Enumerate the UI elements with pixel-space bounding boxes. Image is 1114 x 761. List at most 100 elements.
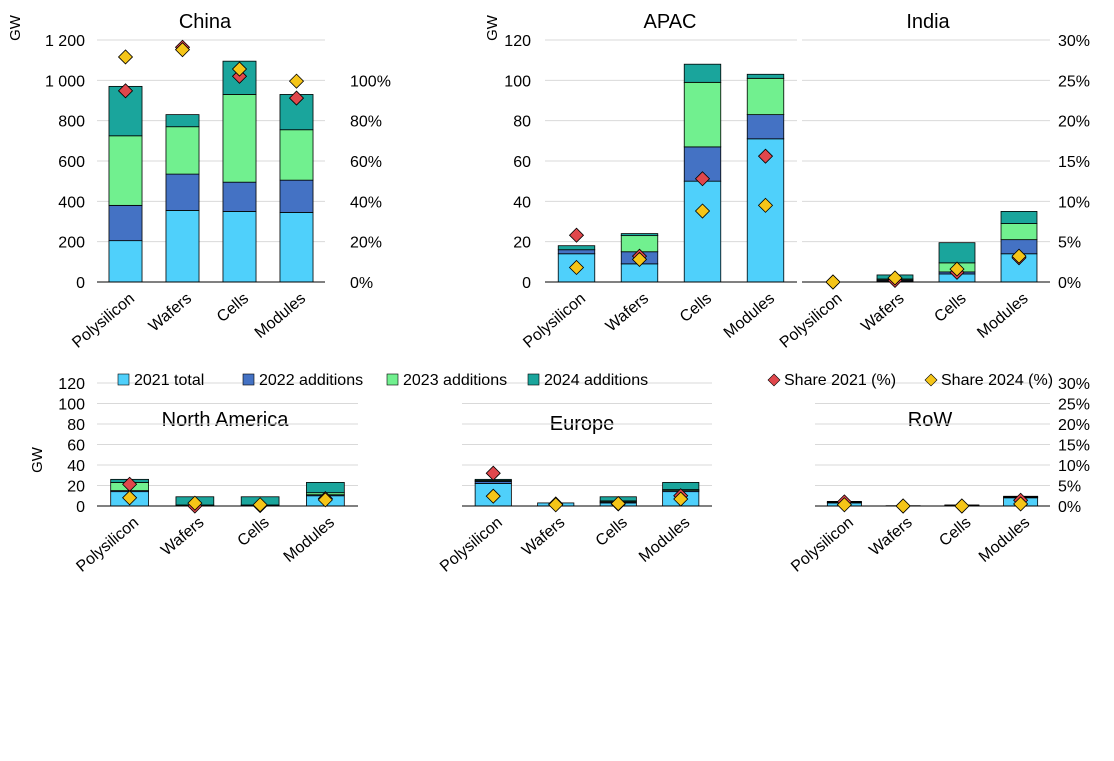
y2-tick-label: 10% — [1058, 194, 1090, 211]
x-tick-label-wafers: Wafers — [158, 514, 207, 559]
y2-tick-label: 20% — [1058, 114, 1090, 131]
x-tick-label-cells: Cells — [677, 290, 715, 326]
x-tick-label-modules: Modules — [252, 290, 309, 342]
bar-2022-additions-modules — [746, 114, 785, 140]
bar-2021-total-polysilicon — [108, 240, 143, 283]
y2-tick-label: 5% — [1058, 479, 1081, 496]
marker-share-2021-polysilicon — [117, 83, 134, 99]
legend-swatch-2024-additions — [527, 373, 540, 386]
legend-label-2024-additions: 2024 additions — [544, 372, 648, 389]
marker-share-2024-wafers — [895, 498, 911, 514]
y-axis-label-north-america: GW — [29, 446, 46, 473]
y2-tick-label: 0% — [1058, 275, 1081, 292]
bar-2022-additions-cells — [222, 181, 257, 212]
x-tick-label-modules: Modules — [721, 290, 778, 342]
y-tick-label: 200 — [58, 235, 85, 252]
x-tick-label-cells: Cells — [235, 514, 273, 550]
marker-share-2024-polysilicon — [836, 497, 852, 513]
legend-swatch-share-2024 — [924, 373, 938, 387]
bar-2024-additions-cells — [683, 63, 722, 83]
legend-swatch-2023-additions — [386, 373, 399, 386]
x-tick-label-polysilicon: Polysilicon — [788, 514, 857, 576]
marker-share-2021-polysilicon — [485, 465, 501, 481]
x-tick-label-cells: Cells — [936, 514, 974, 550]
x-tick-label-polysilicon: Polysilicon — [73, 514, 142, 576]
legend-swatch-2021-total — [117, 373, 130, 386]
marker-share-2024-polysilicon — [485, 488, 501, 504]
x-tick-label-wafers: Wafers — [866, 514, 915, 559]
y2-tick-label: 60% — [350, 154, 382, 171]
y2-tick-label: 25% — [1058, 73, 1090, 90]
marker-share-2024-polysilicon — [117, 49, 134, 65]
bar-2024-additions-wafers — [620, 233, 659, 237]
marker-share-2024-cells — [949, 261, 965, 277]
bar-2022-additions-wafers — [165, 173, 200, 211]
marker-share-2021-modules — [288, 90, 305, 106]
x-tick-label-wafers: Wafers — [858, 290, 907, 335]
bar-2022-additions-polysilicon — [557, 249, 596, 255]
bar-2023-additions-wafers — [165, 126, 200, 175]
legend-swatch-2022-additions — [242, 373, 255, 386]
bar-2024-additions-modules — [746, 73, 785, 79]
y2-tick-label: 30% — [1058, 33, 1090, 50]
bar-2021-total-wafers — [165, 210, 200, 283]
x-tick-label-cells: Cells — [931, 290, 969, 326]
y-tick-label: 400 — [58, 194, 85, 211]
panel-title-north-america: North America — [162, 409, 290, 431]
x-tick-label-modules: Modules — [636, 514, 693, 566]
y2-tick-label: 100% — [350, 73, 391, 90]
marker-share-2024-polysilicon — [122, 490, 138, 506]
y2-tick-label: 80% — [350, 114, 382, 131]
marker-share-2024-cells — [694, 203, 711, 219]
y-tick-label: 0 — [76, 499, 85, 516]
y-tick-label: 20 — [513, 235, 531, 252]
bar-2023-additions-modules — [1000, 223, 1038, 241]
y-tick-label: 80 — [67, 417, 85, 434]
marker-share-2024-wafers — [174, 42, 191, 58]
legend-label-share-2021: Share 2021 (%) — [784, 372, 896, 389]
marker-share-2024-modules — [1013, 496, 1029, 512]
y-tick-label: 100 — [58, 397, 85, 414]
y-tick-label: 1 200 — [45, 33, 85, 50]
legend-label-2023-additions: 2023 additions — [403, 372, 507, 389]
legend-label-2021-total: 2021 total — [134, 372, 204, 389]
panel-title-row: RoW — [908, 409, 953, 431]
bar-2023-additions-polysilicon — [108, 135, 143, 206]
bar-2022-additions-polysilicon — [108, 204, 143, 242]
y-tick-label: 60 — [513, 154, 531, 171]
marker-share-2024-modules — [1011, 248, 1027, 264]
y-tick-label: 0 — [522, 275, 531, 292]
panel-title-china: China — [179, 11, 232, 33]
x-tick-label-modules: Modules — [976, 514, 1033, 566]
y-tick-label: 800 — [58, 114, 85, 131]
y2-tick-label: 25% — [1058, 397, 1090, 414]
marker-share-2024-cells — [231, 61, 248, 77]
x-tick-label-polysilicon: Polysilicon — [69, 290, 138, 352]
x-tick-label-wafers: Wafers — [519, 514, 568, 559]
bar-2024-additions-polysilicon — [557, 245, 596, 251]
bar-2021-total-cells — [683, 180, 722, 283]
y2-tick-label: 15% — [1058, 438, 1090, 455]
y-tick-label: 40 — [513, 194, 531, 211]
x-tick-label-modules: Modules — [281, 514, 338, 566]
y-tick-label: 120 — [504, 33, 531, 50]
y-tick-label: 80 — [513, 114, 531, 131]
legend-label-share-2024: Share 2024 (%) — [941, 372, 1053, 389]
marker-share-2024-modules — [757, 197, 774, 213]
legend-swatch-share-2021 — [767, 373, 781, 387]
x-tick-label-polysilicon: Polysilicon — [777, 290, 846, 352]
marker-share-2024-modules — [673, 491, 689, 507]
marker-share-2024-cells — [610, 495, 626, 512]
bar-2023-additions-cells — [683, 81, 722, 148]
y2-tick-label: 15% — [1058, 154, 1090, 171]
marker-share-2024-modules — [317, 492, 333, 508]
bar-2022-additions-modules — [279, 179, 314, 213]
y2-tick-label: 30% — [1058, 376, 1090, 393]
x-tick-label-polysilicon: Polysilicon — [437, 514, 506, 576]
bar-2024-additions-cells — [938, 242, 976, 264]
marker-share-2024-cells — [252, 497, 268, 513]
y-axis-label-apac: GW — [484, 14, 501, 41]
marker-share-2024-wafers — [887, 270, 903, 286]
marker-share-2021-polysilicon — [568, 227, 585, 243]
